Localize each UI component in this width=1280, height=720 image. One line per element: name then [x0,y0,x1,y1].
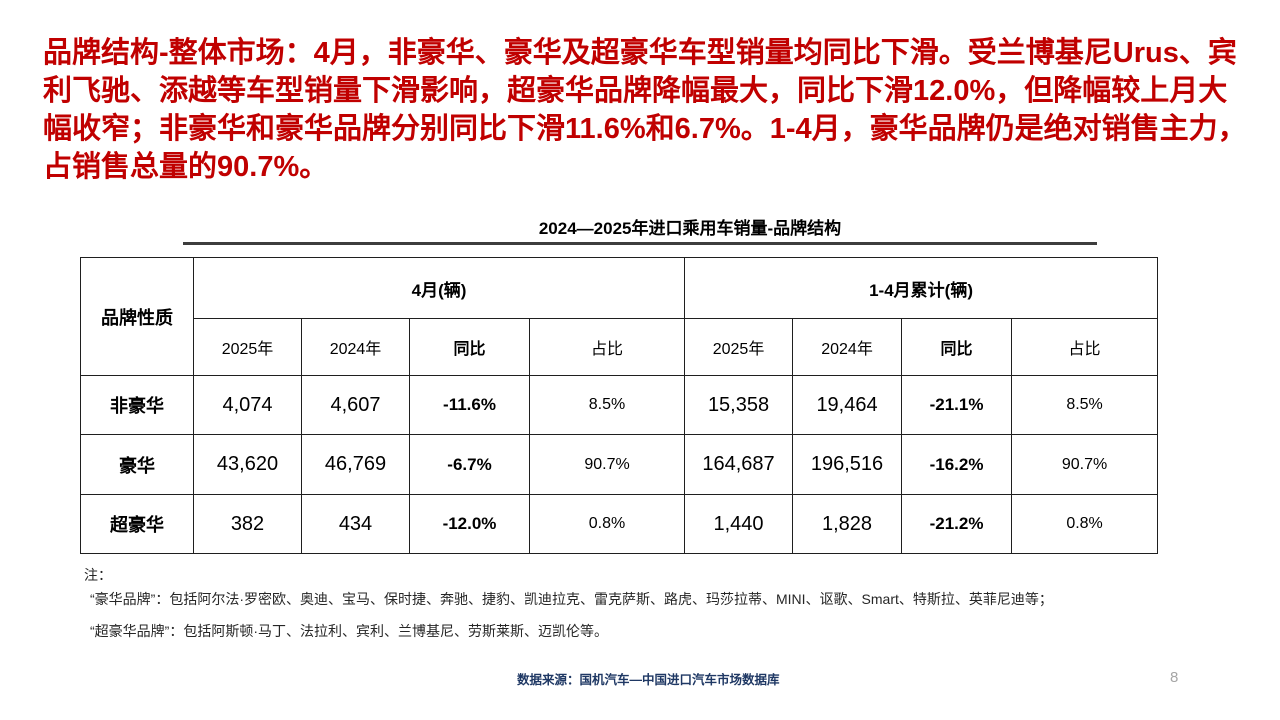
group-header-cumulative: 1-4月累计(辆) [684,257,1159,319]
table-cell: -11.6% [409,375,530,435]
table-cell: 196,516 [792,434,903,495]
table-cell: -16.2% [901,434,1013,495]
table-cell: 15,358 [684,375,794,435]
col-header: 占比 [528,318,686,376]
table-cell: 434 [301,494,410,554]
table-cell: 19,464 [792,375,903,435]
table-cell: 90.7% [528,434,686,495]
note-line: “豪华品牌”：包括阿尔法·罗密欧、奥迪、宝马、保时捷、奔驰、捷豹、凯迪拉克、雷克… [90,591,1053,607]
row-label: 超豪华 [80,494,194,554]
table-cell: -21.1% [901,375,1013,435]
table-cell: 382 [193,494,302,554]
data-source: 数据来源：国机汽车—中国进口汽车市场数据库 [517,673,780,687]
row-label: 非豪华 [80,375,194,435]
sales-table: 品牌性质 4月(辆) 1-4月累计(辆) 2025年 2024年 同比 占比 2… [80,257,1159,554]
table-cell: 0.8% [528,494,686,554]
table-cell: 90.7% [1011,434,1159,495]
table-title: 2024—2025年进口乘用车销量-品牌结构 [538,219,842,238]
table-cell: 1,828 [792,494,903,554]
note-line: “超豪华品牌”：包括阿斯顿·马丁、法拉利、宾利、兰博基尼、劳斯莱斯、迈凯伦等。 [90,623,608,639]
table-row: 超豪华 382 434 -12.0% 0.8% 1,440 1,828 -21.… [80,494,1159,554]
table-cell: 1,440 [684,494,794,554]
table-cell: 4,074 [193,375,302,435]
table-cell: 4,607 [301,375,410,435]
col-header: 2024年 [301,318,410,376]
corner-header: 品牌性质 [80,257,194,376]
table-cell: -6.7% [409,434,530,495]
col-header: 2025年 [684,318,794,376]
table-title-underline [183,242,1097,245]
headline-line: 品牌结构-整体市场：4月，非豪华、豪华及超豪华车型销量均同比下滑。受兰博基尼Ur… [43,37,1237,69]
headline-line: 幅收窄；非豪华和豪华品牌分别同比下滑11.6%和6.7%。1-4月，豪华品牌仍是… [43,113,1247,145]
table-cell: 43,620 [193,434,302,495]
col-header: 同比 [409,318,530,376]
table-cell: 46,769 [301,434,410,495]
group-header-april: 4月(辆) [192,257,686,319]
table-cell: 0.8% [1011,494,1159,554]
col-header: 占比 [1011,318,1159,376]
headline: 品牌结构-整体市场：4月，非豪华、豪华及超豪华车型销量均同比下滑。受兰博基尼Ur… [43,34,1253,186]
headline-line: 利飞驰、添越等车型销量下滑影响，超豪华品牌降幅最大，同比下滑12.0%，但降幅较… [43,75,1228,107]
headline-line: 占销售总量的90.7%。 [43,151,329,183]
notes-label: 注： [84,567,112,583]
page-number: 8 [1170,669,1179,686]
table-cell: 8.5% [528,375,686,435]
col-header: 同比 [901,318,1013,376]
col-header: 2024年 [792,318,903,376]
table-cell: 8.5% [1011,375,1159,435]
table-cell: -12.0% [409,494,530,554]
table-row: 非豪华 4,074 4,607 -11.6% 8.5% 15,358 19,46… [80,375,1159,435]
table-row: 豪华 43,620 46,769 -6.7% 90.7% 164,687 196… [80,434,1159,495]
row-label: 豪华 [80,434,194,495]
table-cell: 164,687 [684,434,794,495]
table-cell: -21.2% [901,494,1013,554]
col-header: 2025年 [193,318,302,376]
